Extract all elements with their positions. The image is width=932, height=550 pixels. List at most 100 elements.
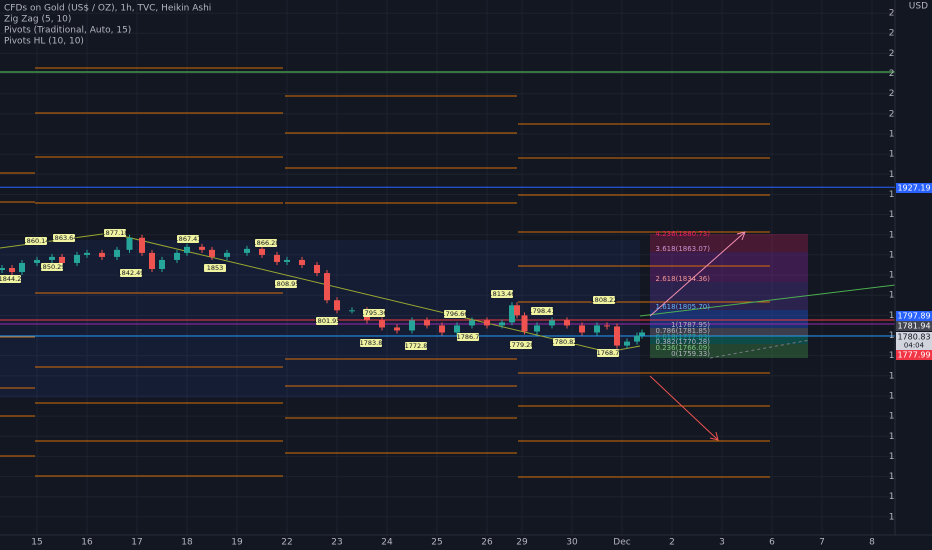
candle-body bbox=[484, 320, 490, 326]
candle-body bbox=[114, 249, 120, 257]
candle-body bbox=[74, 254, 80, 263]
fib-label: 4.236(1880.73) bbox=[656, 230, 711, 238]
candle-body bbox=[224, 252, 230, 257]
price-tag: 1780.83 bbox=[897, 333, 930, 342]
zigzag-label-bg bbox=[510, 341, 532, 349]
arrow-head bbox=[736, 231, 746, 241]
x-tick-label: 6 bbox=[769, 538, 775, 548]
zigzag-label: 1796.66 bbox=[442, 310, 469, 318]
candle-body bbox=[19, 262, 25, 273]
candle-body bbox=[349, 310, 355, 312]
arrow-head bbox=[709, 431, 719, 441]
zigzag-label: 1786.7 bbox=[457, 333, 480, 341]
fib-zone bbox=[650, 344, 808, 358]
zigzag-label-bg bbox=[597, 349, 619, 357]
zigzag-label-bg bbox=[104, 229, 126, 237]
zigzag-label-bg bbox=[0, 275, 21, 283]
candle-body bbox=[199, 246, 205, 250]
price-tag-bg bbox=[896, 332, 932, 342]
zigzag-label: 1850.29 bbox=[39, 263, 66, 271]
x-tick-label: 25 bbox=[431, 538, 442, 548]
x-tick-label: 16 bbox=[81, 538, 93, 548]
candle-body bbox=[604, 325, 610, 327]
trend-line bbox=[639, 284, 896, 317]
x-tick-label: 19 bbox=[231, 538, 243, 548]
candle-body bbox=[624, 341, 630, 346]
zigzag-label-bg bbox=[531, 307, 553, 315]
candle-body bbox=[284, 259, 290, 262]
candle-body bbox=[126, 237, 133, 250]
candle-body bbox=[139, 237, 145, 253]
price-tag: 1927.19 bbox=[897, 184, 930, 193]
zigzag-label: 1779.28 bbox=[508, 341, 535, 349]
candle-body bbox=[549, 320, 555, 326]
fib-label: 3.618(1863.07) bbox=[656, 245, 711, 253]
x-tick-label: 18 bbox=[181, 538, 193, 548]
candle-body bbox=[509, 305, 515, 323]
x-tick-label: 22 bbox=[281, 538, 292, 548]
candle-body bbox=[99, 252, 105, 257]
candle-body bbox=[184, 246, 190, 253]
x-tick-label: 8 bbox=[869, 538, 875, 548]
price-tag: 1777.99 bbox=[897, 351, 930, 360]
zigzag-label: 1866.28 bbox=[253, 239, 280, 247]
zigzag-label-bg bbox=[457, 333, 479, 341]
candle-body bbox=[594, 325, 600, 333]
candle-body bbox=[34, 259, 40, 263]
zigzag-label: 1798.41 bbox=[529, 307, 556, 315]
candle-body bbox=[149, 252, 155, 270]
candle-body bbox=[514, 305, 520, 316]
price-tag-bg bbox=[896, 350, 932, 360]
candle-body bbox=[274, 254, 280, 262]
forecast-line bbox=[709, 339, 811, 359]
x-tick-label: 15 bbox=[31, 538, 42, 548]
price-tag-bg bbox=[896, 183, 932, 193]
fib-zone bbox=[650, 234, 808, 252]
candle-body bbox=[314, 264, 320, 274]
zigzag-label: 1772.8 bbox=[405, 342, 428, 350]
candle-body bbox=[259, 248, 265, 255]
price-tag: 1781.94 bbox=[897, 322, 930, 331]
candle-body bbox=[59, 256, 65, 263]
candle-body bbox=[424, 320, 430, 326]
projection-arrow bbox=[649, 375, 719, 441]
x-tick-label: 7 bbox=[819, 538, 825, 548]
zigzag-label: 1813.46 bbox=[489, 290, 516, 298]
candle-body bbox=[614, 326, 620, 346]
fib-label: 0.618(1777.03) bbox=[656, 333, 711, 341]
candle-body bbox=[244, 248, 250, 253]
candle-body bbox=[324, 273, 330, 301]
fib-label: 0(1759.33) bbox=[671, 350, 710, 358]
x-tick-label: 30 bbox=[566, 538, 578, 548]
candle-body bbox=[0, 268, 6, 271]
zigzag-label-bg bbox=[25, 237, 47, 245]
zigzag-label-bg bbox=[363, 309, 385, 317]
fib-label: 0.786(1781.85) bbox=[656, 327, 711, 335]
zigzag-label: 1808.22 bbox=[591, 296, 618, 304]
fib-label: 1.618(1805.70) bbox=[656, 303, 711, 311]
candle-body bbox=[634, 335, 640, 342]
x-tick-label: 17 bbox=[131, 538, 142, 548]
zigzag-label-bg bbox=[275, 280, 297, 288]
price-tag-bg bbox=[896, 321, 932, 331]
chart-title: CFDs on Gold (US$ / OZ), 1h, TVC, Heikin… bbox=[4, 4, 211, 14]
candle-body bbox=[9, 268, 15, 273]
candle-body bbox=[84, 252, 90, 255]
candle-body bbox=[379, 320, 385, 328]
zigzag-label: 1768.7 bbox=[597, 349, 620, 357]
zigzag-label-bg bbox=[444, 310, 466, 318]
candle-body bbox=[49, 256, 55, 260]
candle-body bbox=[534, 325, 540, 332]
indicator-label: Pivots HL (10, 10) bbox=[4, 37, 84, 47]
x-tick-label: 23 bbox=[331, 538, 342, 548]
fib-zone bbox=[650, 328, 808, 336]
x-tick-label: 2 bbox=[669, 538, 675, 548]
zigzag-label-bg bbox=[360, 339, 382, 347]
x-tick-label: 3 bbox=[719, 538, 725, 548]
zigzag-label-bg bbox=[405, 342, 427, 350]
zigzag-label: 1808.95 bbox=[273, 280, 300, 288]
zigzag-label: 1853 bbox=[207, 264, 224, 272]
candle-body bbox=[579, 325, 585, 333]
fib-zone bbox=[650, 336, 808, 344]
